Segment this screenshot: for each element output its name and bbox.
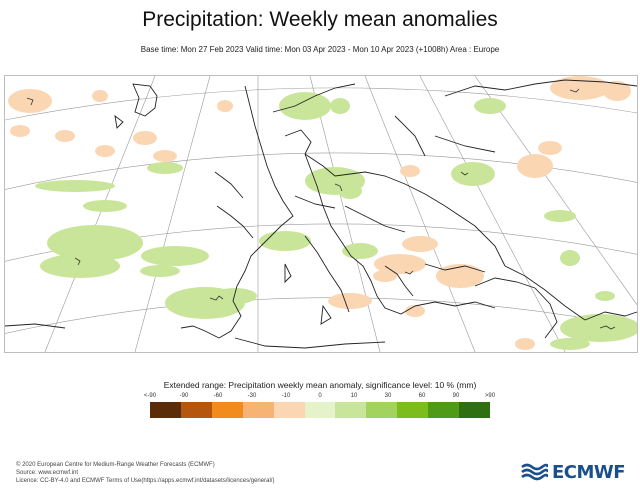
legend-swatch	[335, 402, 367, 418]
coastlines	[4, 79, 638, 349]
legend-swatch	[180, 402, 212, 418]
source-text: Source: www.ecmwf.int	[16, 470, 79, 476]
legend-colorbar	[150, 402, 490, 418]
ecmwf-wave-icon	[521, 463, 548, 481]
legend-swatch	[273, 402, 305, 418]
legend-tick-label: -10	[281, 393, 291, 399]
legend-swatch	[428, 402, 460, 418]
legend-title: Extended range: Precipitation weekly mea…	[163, 380, 477, 390]
map-svg	[0, 75, 640, 353]
wet-anomaly-areas	[35, 92, 640, 350]
anomaly-map	[0, 75, 640, 353]
dry-anomaly-areas	[8, 76, 631, 350]
legend-tick-label: -30	[247, 393, 257, 399]
ecmwf-logo-text: ECMWF	[552, 461, 626, 483]
legend-tick-label: >90	[484, 393, 496, 399]
chart-title: Precipitation: Weekly mean anomalies	[142, 8, 498, 31]
legend-tick-label: 0	[318, 393, 322, 399]
legend-swatch	[304, 402, 336, 418]
legend-tick-label: 10	[350, 393, 358, 399]
legend-swatch	[366, 402, 398, 418]
legend-tick-label: -60	[213, 393, 223, 399]
legend-swatch	[150, 402, 181, 418]
legend-tick-label: <-90	[143, 393, 157, 399]
significance-marks	[26, 88, 616, 330]
licence-text: Licence: CC-BY-4.0 and ECMWF Terms of Us…	[16, 478, 275, 484]
legend-labels: <-90 -90 -60 -30 -10 0 10 30 60 90 >90	[144, 393, 495, 403]
legend-swatch	[211, 402, 243, 418]
legend-tick-label: -90	[179, 393, 189, 399]
legend-swatch	[459, 402, 490, 418]
graticule	[0, 75, 640, 353]
legend-swatch	[242, 402, 274, 418]
legend-tick-label: 30	[384, 393, 392, 399]
copyright-text: © 2020 European Centre for Medium-Range …	[16, 462, 215, 468]
legend-tick-label: 90	[452, 393, 460, 399]
footer: © 2020 European Centre for Medium-Range …	[16, 461, 274, 485]
chart-subtitle: Base time: Mon 27 Feb 2023 Valid time: M…	[140, 45, 500, 54]
ecmwf-logo: ECMWF	[520, 460, 626, 484]
legend-tick-label: 60	[418, 393, 426, 399]
legend-swatch	[397, 402, 429, 418]
